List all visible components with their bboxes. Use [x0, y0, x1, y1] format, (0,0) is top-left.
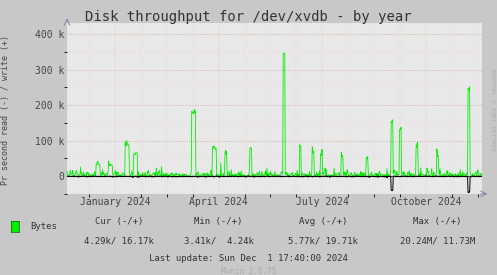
Text: 5.77k/ 19.71k: 5.77k/ 19.71k [288, 236, 358, 245]
Text: Cur (-/+): Cur (-/+) [95, 217, 144, 226]
Text: Max (-/+): Max (-/+) [413, 217, 462, 226]
Text: 20.24M/ 11.73M: 20.24M/ 11.73M [400, 236, 475, 245]
Text: 4.29k/ 16.17k: 4.29k/ 16.17k [84, 236, 154, 245]
Text: Munin 2.0.75: Munin 2.0.75 [221, 267, 276, 275]
Text: Bytes: Bytes [30, 222, 57, 231]
Text: Disk throughput for /dev/xvdb - by year: Disk throughput for /dev/xvdb - by year [85, 10, 412, 24]
Text: RRDTOOL / TOBI OETIKER: RRDTOOL / TOBI OETIKER [491, 69, 496, 151]
Text: 3.41k/  4.24k: 3.41k/ 4.24k [184, 236, 253, 245]
Text: Avg (-/+): Avg (-/+) [299, 217, 347, 226]
Text: Min (-/+): Min (-/+) [194, 217, 243, 226]
Text: Pr second read (-) / write (+): Pr second read (-) / write (+) [1, 35, 10, 185]
Text: Last update: Sun Dec  1 17:40:00 2024: Last update: Sun Dec 1 17:40:00 2024 [149, 254, 348, 263]
